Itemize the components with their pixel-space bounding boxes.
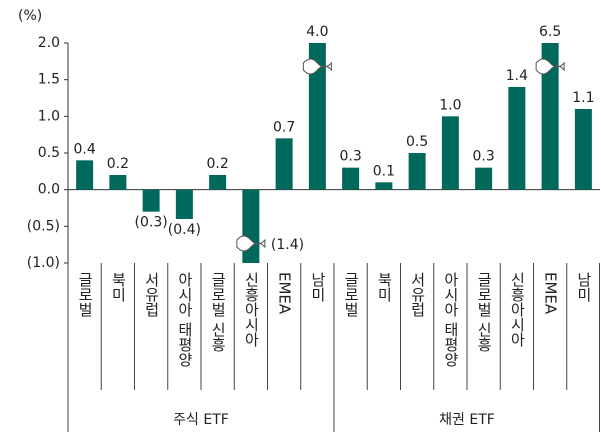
bar [109,175,127,190]
x-tick-label: 글로벌 [342,272,360,317]
break-mark [236,235,266,252]
x-tick-label: 북미 [109,272,127,302]
x-tick-label: 서유럽 [409,272,427,317]
bar [76,160,94,190]
break-mark [535,58,565,75]
bar [375,182,393,190]
bar [541,43,559,190]
value-label: 1.1 [572,90,594,106]
bar [209,175,227,190]
x-tick-label: 아시아 태평양 [442,272,460,367]
y-tick-label: 1.0 [38,108,60,124]
bar [441,116,459,190]
x-tick-label: 서유럽 [143,272,161,317]
bar [574,109,592,190]
group-label: 주식 ETF [173,412,229,428]
x-tick-label: 신흥아시아 [242,272,260,347]
value-label: 0.1 [373,163,395,179]
value-label: 1.0 [439,97,461,113]
value-label: 4.0 [306,24,328,40]
value-label: (0.3) [135,215,168,231]
y-tick-label: 0.0 [38,182,60,198]
bar [342,167,360,190]
value-label: 0.2 [107,156,129,172]
x-tick-label: EMEA [542,272,560,315]
value-label: 0.4 [73,141,95,157]
value-label: 6.5 [539,24,561,40]
bar [275,138,293,190]
x-tick-label: EMEA [276,272,294,315]
y-tick-label: 1.5 [38,72,60,88]
bar [508,87,526,190]
bar [308,43,326,190]
x-tick-label: 북미 [375,272,393,302]
y-tick-label: 2.0 [38,35,60,51]
value-label: 0.2 [206,156,228,172]
bar [408,153,426,190]
y-tick-label: (0.5) [27,218,60,234]
value-label: 0.5 [406,134,428,150]
x-tick-label: 남미 [309,272,327,302]
x-tick-label: 신흥아시아 [508,272,526,347]
group-label: 채권 ETF [439,412,495,428]
value-label: (0.4) [168,222,201,238]
x-tick-label: 글로벌 [76,272,94,317]
bar [175,189,193,219]
break-mark [302,58,332,75]
x-tick-label: 글로벌 신흥 [475,272,493,352]
bar [142,189,160,212]
value-label: 1.4 [506,68,528,84]
value-label: 0.7 [273,119,295,135]
value-label: 0.3 [339,149,361,165]
y-tick-label: (1.0) [27,255,60,271]
bar [242,189,260,263]
value-label: 0.3 [472,149,494,165]
y-tick-label: 0.5 [38,145,60,161]
value-label: (1.4) [271,237,304,253]
x-tick-label: 남미 [575,272,593,302]
x-tick-label: 글로벌 신흥 [209,272,227,352]
bar [475,167,493,190]
x-tick-label: 아시아 태평양 [176,272,194,367]
y-unit: (%) [18,8,42,24]
